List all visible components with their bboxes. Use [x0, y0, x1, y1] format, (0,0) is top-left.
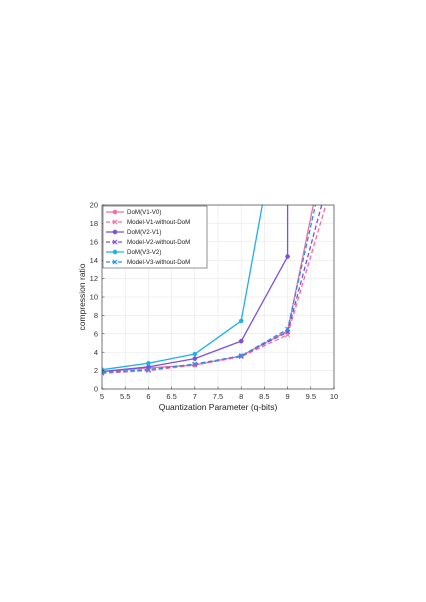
legend-item: Model-V1-without-DoM — [106, 219, 190, 226]
y-axis-ticks: 0 2 4 6 8 10 12 14 16 18 20 — [90, 201, 105, 394]
y-tick-label: 20 — [90, 201, 98, 210]
data-point — [192, 351, 198, 357]
series-3 — [102, 205, 290, 374]
legend-item: DoM(V3-V2) — [106, 249, 161, 256]
legend-item: Model-V3-without-DoM — [106, 259, 190, 266]
x-tick-label: 6.5 — [166, 392, 176, 401]
x-tick-label: 8 — [239, 392, 243, 401]
legend-label: DoM(V3-V2) — [127, 249, 161, 256]
series-layer — [102, 205, 327, 376]
data-point — [238, 318, 244, 324]
x-tick-label: 8.5 — [259, 392, 269, 401]
series-line — [102, 205, 327, 375]
x-tick-label: 7 — [193, 392, 197, 401]
legend-marker — [112, 229, 118, 235]
x-axis-ticks: 5 5.5 6 6.5 7 7.5 8 8.5 9 9.5 10 — [100, 386, 338, 401]
data-point — [102, 369, 105, 375]
x-axis-label: Quantization Parameter (q-bits) — [159, 402, 278, 412]
y-tick-label: 18 — [90, 219, 98, 228]
legend: DoM(V1-V0) Model-V1-without-DoM DoM(V2-V1)… — [102, 205, 208, 269]
x-tick-label: 5.5 — [120, 392, 130, 401]
legend-item: DoM(V1-V0) — [106, 209, 161, 216]
legend-marker — [112, 219, 118, 225]
legend-label: DoM(V1-V0) — [127, 209, 161, 216]
data-point — [238, 353, 244, 359]
legend-marker — [112, 259, 118, 265]
legend-label: Model-V2-without-DoM — [127, 239, 190, 246]
series-line — [102, 205, 289, 373]
y-tick-label: 12 — [90, 274, 98, 283]
y-tick-label: 14 — [90, 256, 98, 265]
data-point — [192, 356, 198, 361]
legend-label: Model-V1-without-DoM — [127, 219, 190, 226]
legend-marker — [112, 249, 118, 255]
legend-marker — [112, 239, 118, 245]
legend-marker — [112, 209, 118, 215]
y-tick-label: 16 — [90, 237, 98, 246]
x-tick-label: 7.5 — [213, 392, 223, 401]
y-tick-label: 2 — [94, 366, 98, 375]
legend-label: Model-V3-without-DoM — [127, 259, 190, 266]
series-5 — [102, 205, 263, 372]
x-tick-label: 10 — [330, 392, 338, 401]
x-tick-label: 6 — [146, 392, 150, 401]
y-tick-label: 4 — [94, 348, 98, 357]
legend-item: Model-V2-without-DoM — [106, 239, 190, 246]
data-point — [145, 367, 151, 373]
series-line — [102, 205, 317, 374]
x-tick-label: 9 — [286, 392, 290, 401]
data-point — [238, 354, 244, 360]
series-6 — [102, 205, 317, 375]
data-point — [285, 326, 291, 332]
data-point — [238, 338, 244, 344]
data-point — [285, 254, 290, 259]
y-tick-label: 6 — [94, 329, 98, 338]
x-tick-label: 9.5 — [306, 392, 316, 401]
x-tick-label: 5 — [100, 392, 104, 401]
y-tick-label: 0 — [94, 385, 98, 394]
data-point — [146, 360, 151, 366]
data-point — [192, 361, 198, 367]
y-tick-label: 10 — [90, 293, 98, 302]
legend-box — [102, 205, 208, 269]
y-tick-label: 8 — [94, 311, 98, 320]
y-axis-label: compression ratio — [77, 263, 87, 330]
legend-label: DoM(V2-V1) — [127, 229, 161, 236]
legend-item: DoM(V2-V1) — [106, 229, 161, 236]
